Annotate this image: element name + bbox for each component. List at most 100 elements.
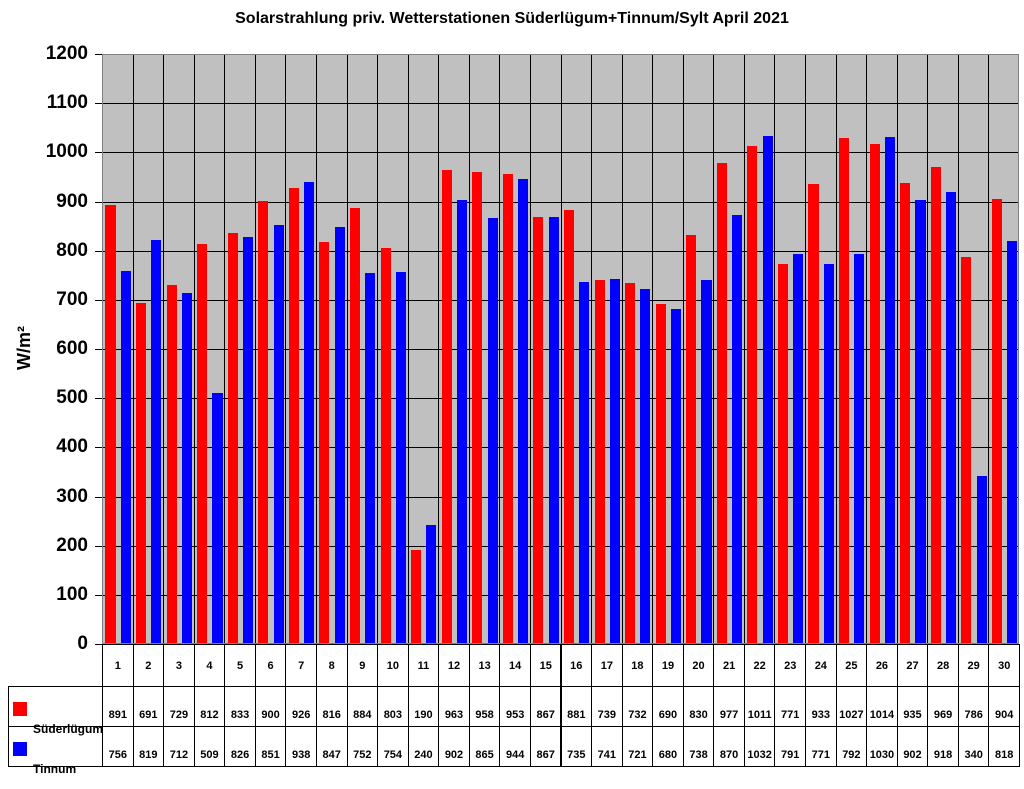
y-tick-label: 600 bbox=[56, 338, 88, 359]
gridline-vertical bbox=[927, 55, 929, 643]
bar-tinnum bbox=[365, 273, 376, 643]
bar-suederluegum bbox=[563, 209, 575, 643]
category-label: 17 bbox=[591, 644, 623, 687]
bar-suederluegum bbox=[625, 283, 636, 643]
bar-tinnum bbox=[946, 191, 957, 643]
table-value: 712 bbox=[163, 726, 195, 767]
category-label: 29 bbox=[957, 644, 990, 687]
y-tick-label: 1100 bbox=[46, 92, 88, 114]
legend-swatch bbox=[13, 742, 27, 756]
bar-tinnum bbox=[915, 199, 926, 643]
table-value: 944 bbox=[499, 726, 531, 767]
y-tick-mark bbox=[95, 349, 102, 350]
legend-label: Süderlügum bbox=[33, 722, 104, 736]
bar-suederluegum bbox=[472, 171, 483, 643]
category-label: 22 bbox=[743, 644, 776, 687]
table-value: 904 bbox=[988, 686, 1020, 727]
y-tick-mark bbox=[95, 398, 102, 400]
table-value: 752 bbox=[346, 726, 379, 767]
table-value: 963 bbox=[438, 686, 470, 727]
category-label: 3 bbox=[163, 644, 195, 687]
bar-tinnum bbox=[181, 292, 192, 643]
gridline-vertical bbox=[591, 55, 593, 643]
table-value: 735 bbox=[560, 726, 593, 767]
table-value: 771 bbox=[774, 686, 807, 727]
y-tick-label: 900 bbox=[56, 190, 88, 212]
table-value: 867 bbox=[529, 686, 562, 727]
bar-tinnum bbox=[609, 278, 620, 643]
table-value: 833 bbox=[224, 686, 256, 727]
bar-suederluegum bbox=[686, 234, 697, 643]
table-value: 190 bbox=[407, 686, 440, 727]
bar-tinnum bbox=[579, 281, 590, 643]
gridline-vertical bbox=[224, 55, 226, 643]
table-value: 902 bbox=[438, 726, 470, 767]
category-label: 8 bbox=[315, 644, 348, 687]
table-value: 958 bbox=[468, 686, 501, 727]
bar-suederluegum bbox=[839, 138, 850, 643]
bar-tinnum bbox=[212, 392, 223, 643]
y-tick-mark bbox=[95, 496, 102, 498]
category-label: 27 bbox=[896, 644, 929, 687]
y-tick-mark bbox=[95, 54, 102, 55]
table-value: 792 bbox=[835, 726, 868, 767]
legend-label: Tinnum bbox=[33, 762, 77, 776]
category-label: 1 bbox=[102, 644, 134, 687]
gridline-vertical bbox=[896, 55, 898, 643]
table-value: 1027 bbox=[835, 686, 868, 727]
table-value: 739 bbox=[591, 686, 623, 727]
table-value: 691 bbox=[132, 686, 165, 727]
gridline-vertical bbox=[805, 55, 807, 643]
table-value: 865 bbox=[468, 726, 501, 767]
y-tick-mark bbox=[95, 447, 102, 449]
legend-entry-suederluegum: Süderlügum bbox=[8, 686, 103, 736]
bar-tinnum bbox=[242, 236, 254, 643]
gridline-vertical bbox=[346, 55, 348, 643]
table-value: 826 bbox=[224, 726, 256, 767]
bar-tinnum bbox=[823, 263, 834, 643]
table-value: 741 bbox=[591, 726, 623, 767]
category-label: 12 bbox=[438, 644, 470, 687]
gridline-vertical bbox=[621, 55, 623, 643]
category-label: 28 bbox=[927, 644, 959, 687]
category-label: 13 bbox=[468, 644, 501, 687]
bar-suederluegum bbox=[961, 256, 972, 643]
legend-swatch bbox=[13, 702, 27, 716]
table-value: 791 bbox=[774, 726, 807, 767]
bar-tinnum bbox=[793, 254, 804, 643]
plot-area bbox=[102, 54, 1019, 644]
y-tick-label: 1200 bbox=[45, 43, 88, 64]
table-value: 830 bbox=[682, 686, 715, 727]
bar-suederluegum bbox=[441, 169, 452, 643]
category-label: 4 bbox=[193, 644, 226, 687]
gridline-vertical bbox=[499, 55, 501, 643]
bar-suederluegum bbox=[900, 183, 911, 643]
table-value: 891 bbox=[102, 686, 134, 727]
table-value: 902 bbox=[896, 726, 929, 767]
category-label: 20 bbox=[682, 644, 715, 687]
gridline-vertical bbox=[560, 55, 562, 643]
category-label: 15 bbox=[529, 644, 562, 687]
y-tick-label: 800 bbox=[56, 239, 88, 261]
table-value: 870 bbox=[713, 726, 745, 767]
bar-tinnum bbox=[395, 272, 406, 643]
y-tick-mark bbox=[95, 299, 102, 301]
y-tick-mark bbox=[95, 545, 102, 547]
y-tick-mark bbox=[95, 250, 102, 252]
category-label: 26 bbox=[866, 644, 898, 687]
table-value: 680 bbox=[652, 726, 684, 767]
category-label: 9 bbox=[346, 644, 379, 687]
gridline-vertical bbox=[254, 55, 256, 643]
bar-tinnum bbox=[456, 199, 468, 643]
y-tick-mark bbox=[95, 152, 102, 154]
table-value: 935 bbox=[896, 686, 929, 727]
table-value: 729 bbox=[163, 686, 195, 727]
gridline-vertical bbox=[529, 55, 531, 643]
category-label: 16 bbox=[560, 644, 593, 687]
table-value: 969 bbox=[927, 686, 959, 727]
gridline-vertical bbox=[713, 55, 715, 643]
category-label: 25 bbox=[835, 644, 868, 687]
y-tick-label: 500 bbox=[56, 387, 88, 409]
table-value: 732 bbox=[621, 686, 654, 727]
table-value: 819 bbox=[132, 726, 165, 767]
